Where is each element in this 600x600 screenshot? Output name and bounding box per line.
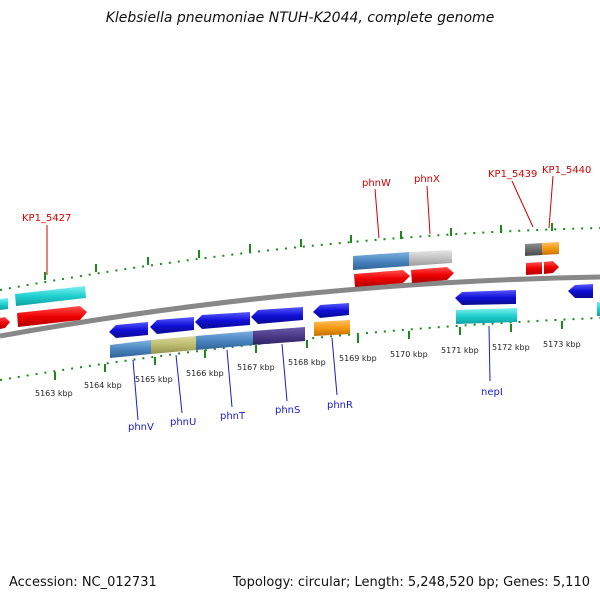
gene-arrow-phnx[interactable]	[411, 267, 454, 283]
kbp-label: 5167 kbp	[237, 363, 275, 372]
gene-arrow-forward[interactable]	[0, 317, 10, 329]
gene-label-phnv[interactable]: phnV	[128, 422, 154, 433]
gene-arrow-phnt[interactable]	[195, 312, 250, 329]
gene-label-phns[interactable]: phnS	[275, 405, 300, 416]
gene-arrow-phns[interactable]	[251, 307, 303, 324]
gene-arrow-reverse[interactable]	[568, 284, 593, 298]
gene-label-kp1-5427[interactable]: KP1_5427	[22, 213, 71, 224]
gene-label-kp1-5439[interactable]: KP1_5439	[488, 169, 537, 180]
gene-block-phnx[interactable]	[409, 250, 452, 266]
gene-block-phnr[interactable]	[314, 320, 350, 336]
gene-block-phnu[interactable]	[151, 336, 196, 354]
gene-label-nepi[interactable]: nepI	[481, 387, 503, 398]
gene-label-kp1-5440[interactable]: KP1_5440	[542, 165, 591, 176]
accession-text: Accession: NC_012731	[9, 575, 157, 590]
gene-arrow-phnr[interactable]	[313, 303, 349, 318]
gene-block-cyan[interactable]	[597, 302, 600, 316]
gene-arrow-kp1-5440[interactable]	[544, 261, 559, 274]
bottom-gene-labels: phnV phnU phnT phnS phnR nepI	[128, 325, 503, 433]
inner-tick-track	[0, 317, 600, 381]
genome-summary-text: Topology: circular; Length: 5,248,520 bp…	[232, 575, 590, 590]
gene-block-cyan[interactable]	[0, 298, 8, 310]
gene-block-phnt[interactable]	[196, 331, 253, 350]
kbp-label: 5169 kbp	[339, 354, 377, 363]
gene-block-nepi[interactable]	[456, 308, 517, 324]
gene-arrow-kp1-5427[interactable]	[17, 306, 87, 327]
gene-arrow-kp1-5439[interactable]	[526, 262, 542, 275]
gene-label-phnu[interactable]: phnU	[170, 417, 196, 428]
reverse-strand-features	[109, 284, 600, 358]
genome-backbone	[0, 274, 600, 339]
gene-label-phnr[interactable]: phnR	[327, 400, 353, 411]
gene-block-phnv[interactable]	[110, 340, 151, 358]
gene-label-phnw[interactable]: phnW	[362, 178, 391, 189]
gene-label-phnx[interactable]: phnX	[414, 174, 440, 185]
kbp-label: 5166 kbp	[186, 369, 224, 378]
kbp-label: 5172 kbp	[492, 343, 530, 352]
kbp-scale-labels: 5163 kbp 5164 kbp 5165 kbp 5166 kbp 5167…	[35, 340, 581, 398]
gene-label-phnt[interactable]: phnT	[220, 411, 246, 422]
gene-block-kp1-5439[interactable]	[525, 243, 542, 256]
gene-block-phnw[interactable]	[353, 252, 409, 270]
gene-block-cyan[interactable]	[15, 286, 86, 306]
kbp-label: 5163 kbp	[35, 389, 73, 398]
kbp-label: 5168 kbp	[288, 358, 326, 367]
forward-strand-features	[0, 242, 559, 329]
gene-arrow-nepi[interactable]	[455, 290, 516, 305]
gene-arrow-phnv[interactable]	[109, 322, 148, 338]
kbp-label: 5171 kbp	[441, 346, 479, 355]
gene-block-phns[interactable]	[253, 327, 305, 345]
gene-block-kp1-5440[interactable]	[542, 242, 559, 255]
kbp-label: 5165 kbp	[135, 375, 173, 384]
genome-title: Klebsiella pneumoniae NTUH-K2044, comple…	[106, 10, 495, 26]
kbp-label: 5173 kbp	[543, 340, 581, 349]
outer-tick-track	[0, 223, 600, 291]
gene-arrow-phnu[interactable]	[150, 317, 194, 334]
kbp-label: 5164 kbp	[84, 381, 122, 390]
kbp-label: 5170 kbp	[390, 350, 428, 359]
top-gene-labels: KP1_5427 phnW phnX KP1_5439 KP1_5440	[22, 165, 591, 275]
gene-arrow-phnw[interactable]	[354, 270, 410, 287]
